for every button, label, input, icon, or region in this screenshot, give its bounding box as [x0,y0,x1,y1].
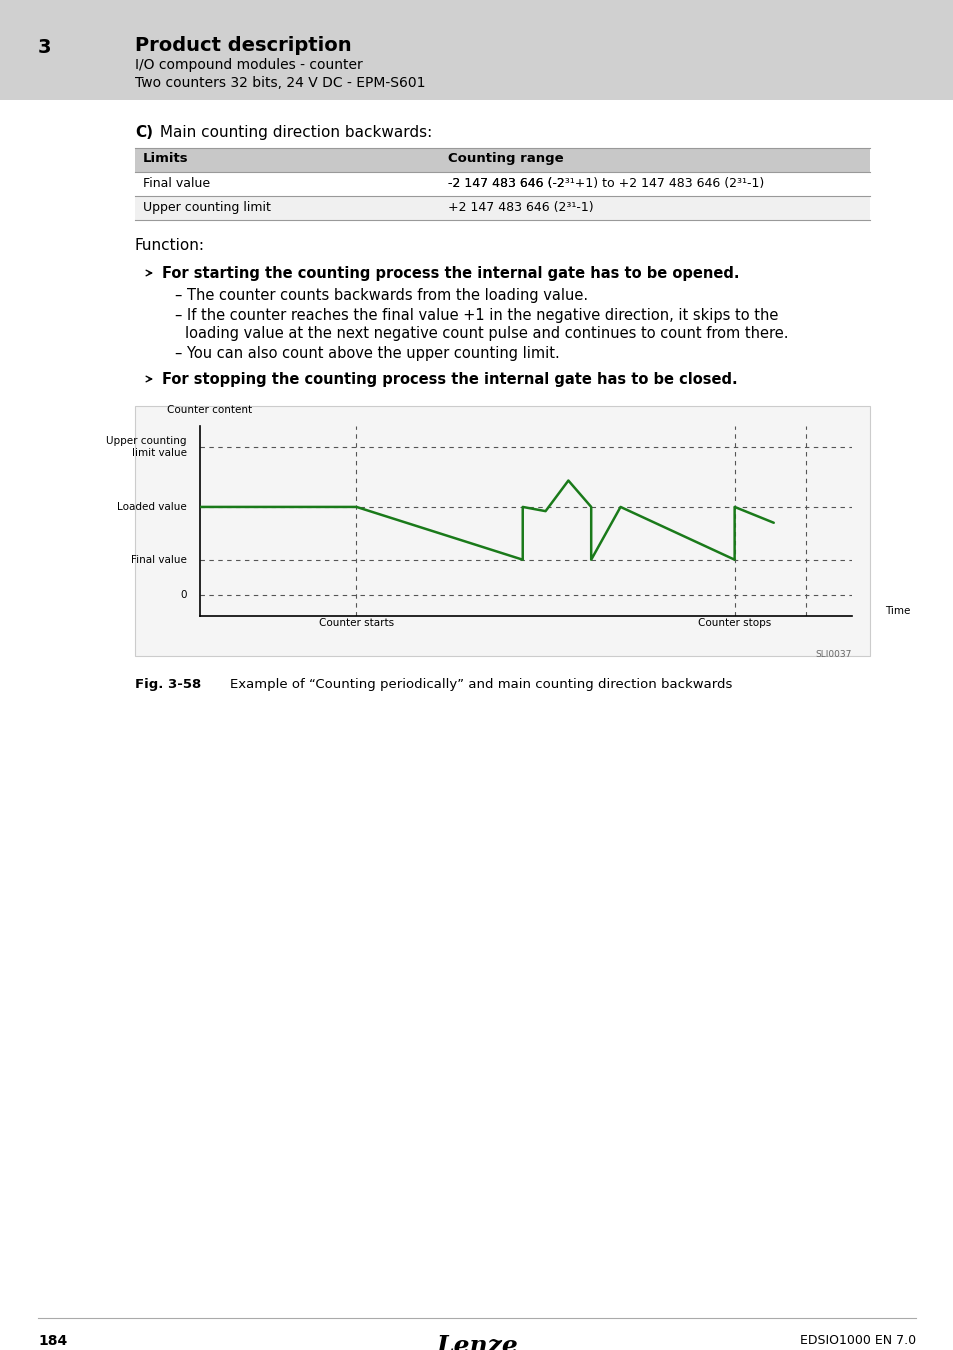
Text: 3: 3 [38,38,51,57]
Text: – The counter counts backwards from the loading value.: – The counter counts backwards from the … [174,288,587,302]
Bar [135,148,869,171]
Bar [135,171,869,196]
Text: Lenze: Lenze [436,1334,517,1350]
Text: For stopping the counting process the internal gate has to be closed.: For stopping the counting process the in… [162,373,737,387]
Text: 0: 0 [180,590,187,599]
Text: -2 147 483 646 (-2³¹+1) to +2 147 483 646 (2³¹-1): -2 147 483 646 (-2³¹+1) to +2 147 483 64… [448,177,763,190]
Text: Limits: Limits [143,153,189,165]
Bar [135,406,869,656]
Text: +2 147 483 646 (2³¹-1): +2 147 483 646 (2³¹-1) [448,201,593,215]
Text: Counter starts: Counter starts [318,618,394,628]
Text: Example of “Counting periodically” and main counting direction backwards: Example of “Counting periodically” and m… [230,678,732,691]
Text: Fig. 3-58: Fig. 3-58 [135,678,201,691]
Text: EDSIO1000 EN 7.0: EDSIO1000 EN 7.0 [799,1334,915,1347]
Text: SLI0037: SLI0037 [815,651,851,659]
Text: Time: Time [883,606,909,616]
Text: Counter stops: Counter stops [698,618,770,628]
Text: Main counting direction backwards:: Main counting direction backwards: [154,126,432,140]
Text: Final value: Final value [143,177,210,190]
Text: – You can also count above the upper counting limit.: – You can also count above the upper cou… [174,346,559,360]
Text: C): C) [135,126,152,140]
Text: Counting range: Counting range [448,153,563,165]
Text: I/O compound modules - counter: I/O compound modules - counter [135,58,362,72]
Text: Product description: Product description [135,36,352,55]
Text: Final value: Final value [131,555,187,564]
Text: Upper counting
limit value: Upper counting limit value [107,436,187,458]
Text: For starting the counting process the internal gate has to be opened.: For starting the counting process the in… [162,266,739,281]
Text: Loaded value: Loaded value [117,502,187,512]
Text: – If the counter reaches the final value +1 in the negative direction, it skips : – If the counter reaches the final value… [174,308,778,323]
Text: Upper counting limit: Upper counting limit [143,201,271,215]
Text: Function:: Function: [135,238,205,252]
Text: Counter content: Counter content [167,405,253,414]
Text: Two counters 32 bits, 24 V DC - EPM-S601: Two counters 32 bits, 24 V DC - EPM-S601 [135,76,425,90]
Bar [0,0,953,100]
Text: -2 147 483 646 (-2: -2 147 483 646 (-2 [448,177,564,190]
Bar [135,196,869,220]
Text: 184: 184 [38,1334,67,1349]
Text: loading value at the next negative count pulse and continues to count from there: loading value at the next negative count… [185,325,788,342]
